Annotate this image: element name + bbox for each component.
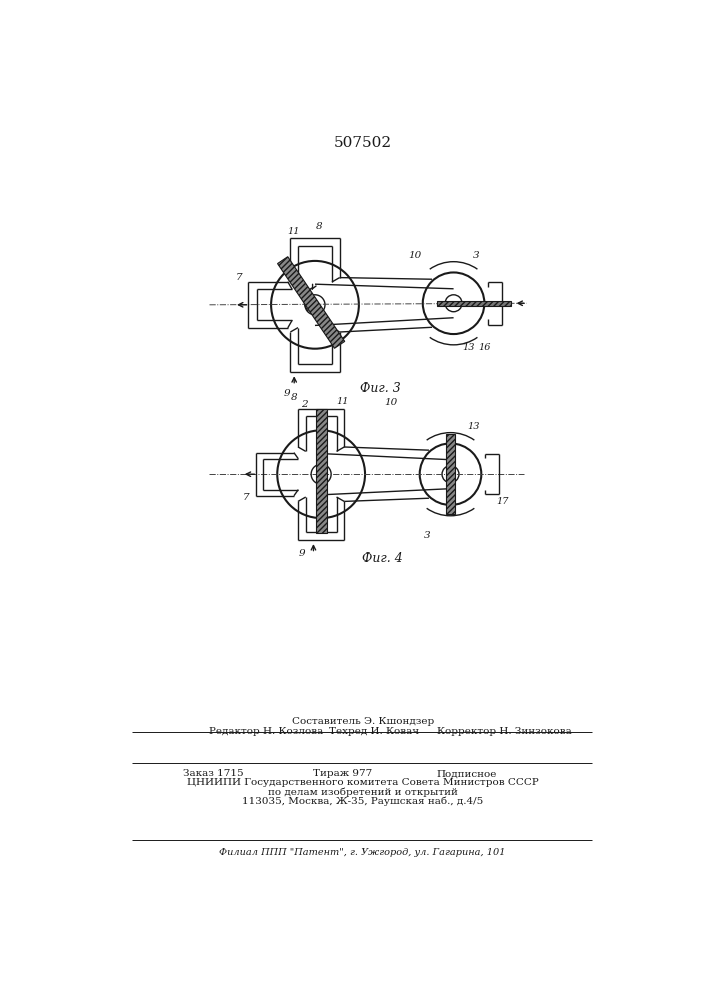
Text: Фиг. 4: Фиг. 4 [363,552,403,565]
Text: ЦНИИПИ Государственного комитета Совета Министров СССР: ЦНИИПИ Государственного комитета Совета … [187,778,539,787]
Text: 2: 2 [301,400,308,409]
Text: 7: 7 [243,493,250,502]
Text: Редактор Н. Козлова: Редактор Н. Козлова [209,727,324,736]
Bar [446,434,455,514]
Text: 3: 3 [474,251,480,260]
Text: Тираж 977: Тираж 977 [313,769,373,778]
Text: Филиал ППП "Патент", г. Ужгород, ул. Гагарина, 101: Филиал ППП "Патент", г. Ужгород, ул. Гаг… [219,848,506,857]
Text: Подписное: Подписное [437,769,497,778]
Text: 9: 9 [298,549,305,558]
Text: 9: 9 [284,389,290,398]
Text: 10: 10 [409,251,421,260]
Text: 11: 11 [337,397,349,406]
Text: Корректор Н. Зинзокова: Корректор Н. Зинзокова [437,727,571,736]
Text: 13: 13 [467,422,480,431]
Bar [316,409,327,533]
Text: 507502: 507502 [334,136,392,150]
Text: Фиг. 3: Фиг. 3 [360,382,401,395]
Text: 8: 8 [315,222,322,231]
Text: 13: 13 [463,343,475,352]
Text: 11: 11 [287,227,300,236]
Text: 113035, Москва, Ж-35, Раушская наб., д.4/5: 113035, Москва, Ж-35, Раушская наб., д.4… [242,797,484,806]
Text: 16: 16 [478,343,491,352]
Text: по делам изобретений и открытий: по делам изобретений и открытий [268,787,457,797]
Text: Заказ 1715: Заказ 1715 [182,769,243,778]
Text: Техред И. Ковач: Техред И. Ковач [329,727,419,736]
Text: 3: 3 [424,531,431,540]
Bar [437,301,511,306]
Text: 7: 7 [235,273,242,282]
Text: 17: 17 [496,497,509,506]
Text: 10: 10 [384,398,397,407]
Text: Составитель Э. Кшондзер: Составитель Э. Кшондзер [291,717,434,726]
Polygon shape [278,257,345,348]
Text: 8: 8 [291,393,298,402]
